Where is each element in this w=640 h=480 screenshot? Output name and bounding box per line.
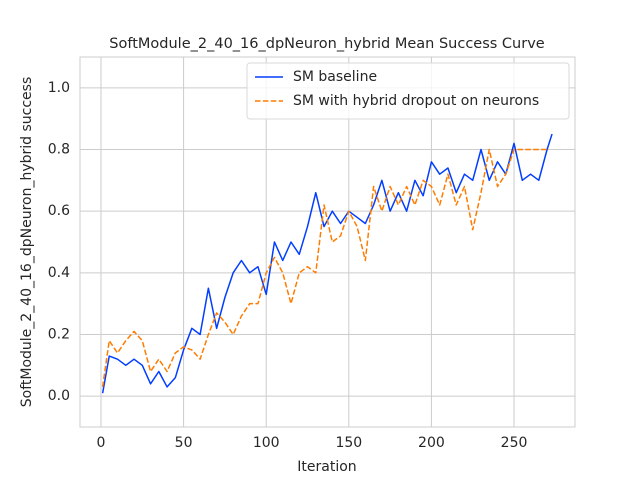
x-tick-label: 150 xyxy=(335,435,362,451)
x-tick-label: 250 xyxy=(501,435,528,451)
x-tick-label: 200 xyxy=(418,435,445,451)
chart-title: SoftModule_2_40_16_dpNeuron_hybrid Mean … xyxy=(109,36,545,52)
x-axis-label: Iteration xyxy=(297,459,356,475)
legend-box xyxy=(246,62,570,120)
y-tick-label: 0.0 xyxy=(48,388,70,404)
legend-label: SM with hybrid dropout on neurons xyxy=(293,93,539,109)
y-tick-label: 0.6 xyxy=(48,203,70,219)
y-tick-label: 0.4 xyxy=(48,265,70,281)
y-axis-label: SoftModule_2_40_16_dpNeuron_hybrid succe… xyxy=(19,77,35,407)
x-tick-label: 100 xyxy=(253,435,280,451)
plot-frame xyxy=(79,56,576,428)
x-tick-label: 50 xyxy=(175,435,193,451)
legend-label: SM baseline xyxy=(293,69,377,85)
x-tick-label: 0 xyxy=(97,435,106,451)
y-tick-label: 1.0 xyxy=(48,80,70,96)
y-tick-label: 0.8 xyxy=(48,142,70,158)
series-line xyxy=(101,133,553,394)
series-line xyxy=(101,148,548,388)
y-tick-label: 0.2 xyxy=(48,327,70,343)
